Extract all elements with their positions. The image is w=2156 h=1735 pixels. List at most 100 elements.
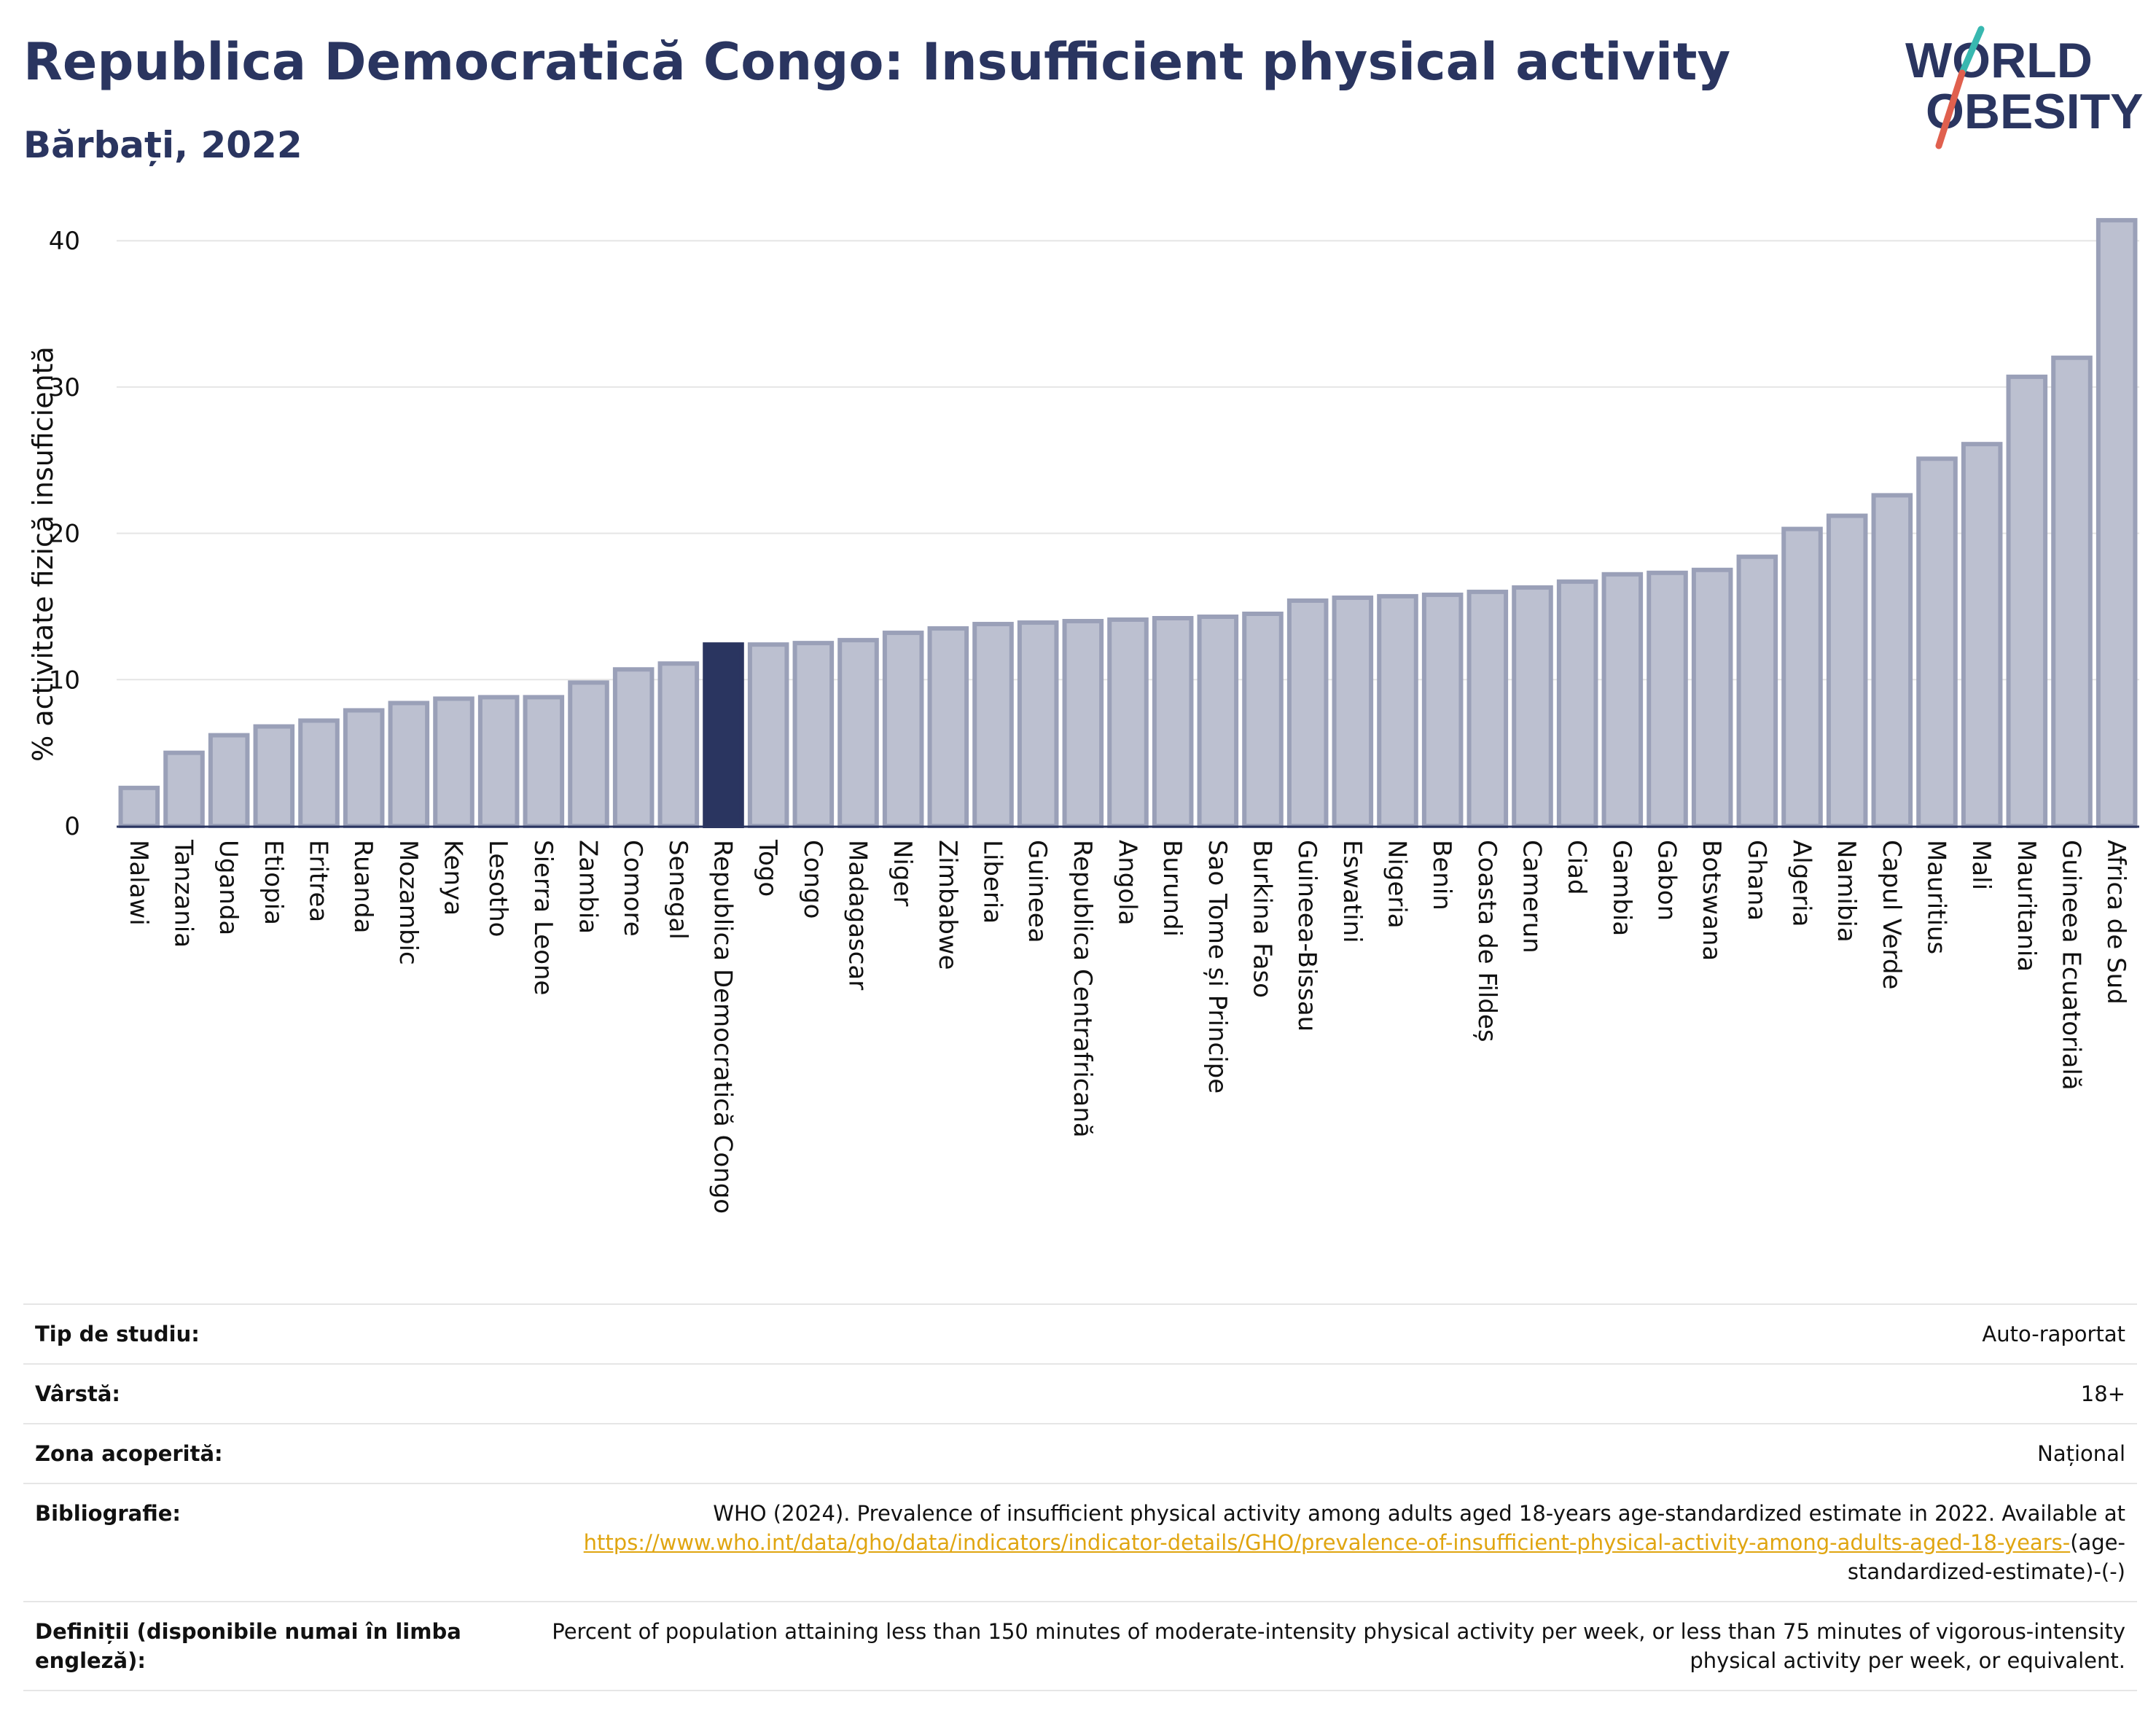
x-tick-label: Burkina Faso bbox=[1248, 840, 1277, 998]
x-tick-label: Mauritius bbox=[1922, 840, 1951, 954]
x-tick-label: Senegal bbox=[663, 840, 692, 940]
x-tick-label: Etiopia bbox=[259, 840, 288, 925]
x-tick-label: Namibia bbox=[1832, 840, 1861, 943]
bar bbox=[792, 641, 835, 829]
x-tick-label: Republica Centrafricană bbox=[1068, 840, 1097, 1138]
x-tick-label: Liberia bbox=[978, 840, 1007, 924]
bar bbox=[1556, 579, 1598, 829]
bar bbox=[388, 701, 430, 828]
x-tick-label: Botswana bbox=[1697, 840, 1726, 961]
x-tick-label: Guineea bbox=[1023, 840, 1052, 943]
bar bbox=[1736, 554, 1778, 829]
x-tick-label: Eritrea bbox=[304, 840, 333, 922]
logo-slash-teal bbox=[1958, 26, 1985, 77]
bar bbox=[1601, 572, 1644, 828]
x-tick-label: Togo bbox=[753, 839, 782, 897]
x-tick-label: Comore bbox=[618, 840, 647, 937]
bar bbox=[1466, 589, 1509, 828]
y-tick-label: 0 bbox=[64, 812, 80, 841]
x-tick-label: Capul Verde bbox=[1877, 840, 1906, 989]
y-tick-label: 40 bbox=[49, 227, 80, 256]
bar bbox=[1286, 598, 1329, 829]
logo-slash-red bbox=[1935, 69, 1966, 149]
x-tick-labels: Malawi Tanzania Uganda Etiopia Eritrea Ruanda… bbox=[124, 839, 2130, 1214]
x-tick-label: Uganda bbox=[214, 840, 243, 935]
x-tick-label: Algeria bbox=[1787, 840, 1816, 927]
bar bbox=[568, 680, 609, 828]
x-tick-label: Guineea-Bissau bbox=[1292, 840, 1321, 1032]
x-tick-label: Mali bbox=[1966, 840, 1996, 890]
x-tick-label: Eswatini bbox=[1337, 840, 1367, 943]
bar bbox=[343, 708, 385, 829]
meta-value-study-type: Auto-raportat bbox=[501, 1303, 2137, 1365]
meta-value-age: 18+ bbox=[501, 1363, 2137, 1424]
logo-text-world: WORLD bbox=[1905, 33, 2093, 88]
x-tick-label: Burundi bbox=[1157, 840, 1187, 937]
meta-row-definitions: Definiții (disponibile numai în limba en… bbox=[23, 1601, 2137, 1691]
bar bbox=[1242, 611, 1284, 828]
bar bbox=[927, 626, 969, 829]
y-tick-label: 20 bbox=[49, 520, 80, 549]
y-tick-labels: 0 10 20 30 40 bbox=[49, 227, 80, 841]
logo-text-obesity: OBESITY bbox=[1926, 84, 2143, 139]
bar bbox=[298, 718, 340, 828]
meta-row-bibliography: Bibliografie: WHO (2024). Prevalence of … bbox=[23, 1483, 2137, 1602]
x-tick-label: Congo bbox=[798, 840, 827, 919]
meta-value-definitions: Percent of population attaining less tha… bbox=[501, 1601, 2137, 1691]
meta-label-definitions: Definiții (disponibile numai în limba en… bbox=[23, 1601, 501, 1691]
bar-chart: 0 10 20 30 40 Malawi Tanzania Uganda Etiopia Eri… bbox=[27, 218, 2139, 1214]
bar bbox=[118, 785, 160, 828]
x-tick-label: Ruanda bbox=[348, 840, 378, 933]
bar bbox=[1107, 617, 1149, 829]
bar bbox=[2051, 355, 2093, 828]
bar bbox=[253, 724, 295, 828]
meta-row-study-type: Tip de studiu: Auto-raportat bbox=[23, 1303, 2137, 1365]
x-tick-label: Benin bbox=[1427, 840, 1456, 911]
meta-label-age: Vârstă: bbox=[23, 1363, 501, 1424]
x-tick-label: Republica Democratică Congo bbox=[708, 840, 738, 1214]
meta-value-bibliography: WHO (2024). Prevalence of insufficient p… bbox=[501, 1483, 2137, 1602]
bar bbox=[2096, 218, 2138, 828]
meta-label-bibliography: Bibliografie: bbox=[23, 1483, 501, 1602]
meta-label-area: Zona acoperită: bbox=[23, 1423, 501, 1484]
bibliography-link[interactable]: https://www.who.int/data/gho/data/indica… bbox=[583, 1530, 2071, 1555]
bar bbox=[523, 695, 565, 828]
x-tick-label: Gabon bbox=[1652, 840, 1682, 921]
meta-row-age: Vârstă: 18+ bbox=[23, 1363, 2137, 1424]
bar bbox=[1647, 570, 1688, 828]
bar bbox=[1017, 620, 1059, 828]
x-tick-label: Angola bbox=[1113, 840, 1142, 925]
meta-label-study-type: Tip de studiu: bbox=[23, 1303, 501, 1365]
bar bbox=[1691, 567, 1733, 828]
bar bbox=[1197, 615, 1239, 828]
x-tick-label: Camerun bbox=[1518, 840, 1547, 954]
bar bbox=[837, 638, 879, 828]
x-tick-label: Zimbabwe bbox=[933, 840, 962, 970]
x-tick-label: Malawi bbox=[124, 840, 153, 926]
x-tick-label: Ciad bbox=[1562, 840, 1591, 895]
bar bbox=[1781, 526, 1823, 829]
y-tick-label: 30 bbox=[49, 373, 80, 402]
bar bbox=[433, 696, 474, 828]
x-tick-label: Lesotho bbox=[483, 840, 512, 937]
bar bbox=[612, 667, 655, 828]
bar bbox=[1826, 513, 1868, 828]
x-tick-label: Coasta de Fildeș bbox=[1472, 840, 1501, 1042]
bar bbox=[1421, 592, 1464, 828]
x-tick-label: Niger bbox=[888, 840, 917, 906]
x-tick-label: Madagascar bbox=[843, 840, 872, 990]
y-tick-label: 10 bbox=[49, 666, 80, 695]
bar bbox=[1512, 585, 1553, 828]
page-title: Republica Democratică Congo: Insufficien… bbox=[23, 32, 1731, 92]
bar bbox=[163, 750, 205, 828]
bar bbox=[1916, 456, 1958, 828]
x-tick-label: Ghana bbox=[1742, 840, 1771, 921]
x-tick-label: Sierra Leone bbox=[528, 840, 558, 995]
bar bbox=[1377, 593, 1418, 828]
bibliography-text: WHO (2024). Prevalence of insufficient p… bbox=[713, 1501, 2125, 1526]
bar bbox=[1152, 616, 1194, 828]
x-tick-label: Tanzania bbox=[169, 839, 198, 948]
bar bbox=[1871, 493, 1913, 829]
y-axis-label: % activitate fizică insuficientă bbox=[27, 346, 59, 762]
x-tick-label: Zambia bbox=[574, 840, 603, 934]
